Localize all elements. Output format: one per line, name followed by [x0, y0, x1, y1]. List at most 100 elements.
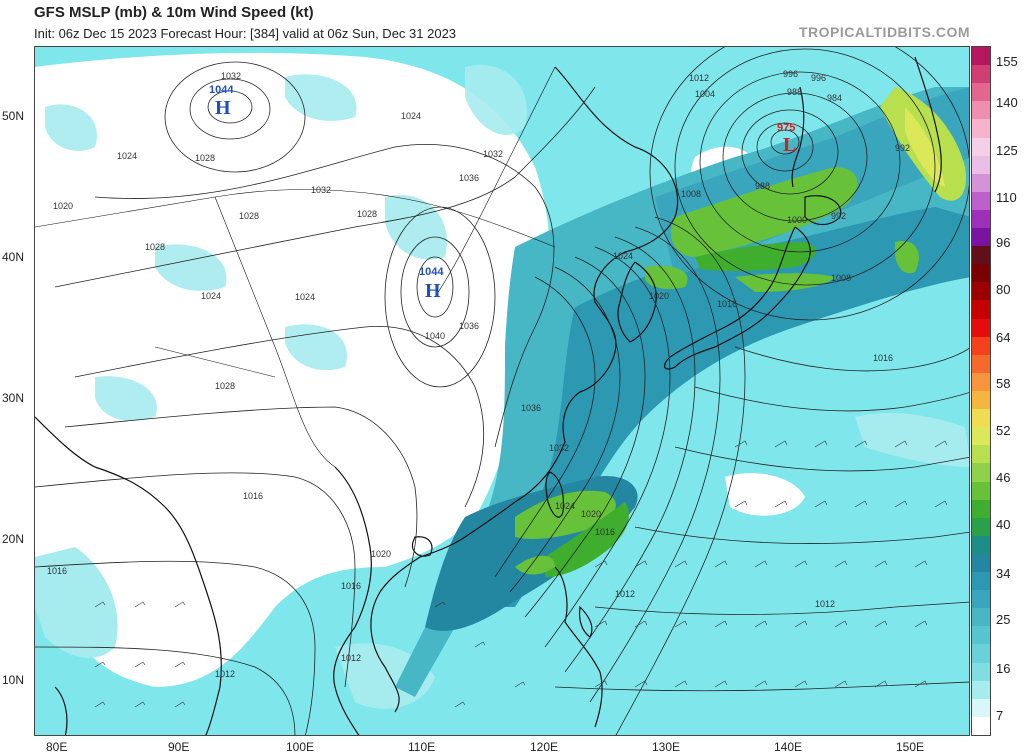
moderate-wind-patches: [45, 65, 527, 421]
isobar-label: 1008: [831, 273, 851, 283]
isobar-label: 1028: [145, 242, 165, 252]
pressure-center-china-high: 1044 H: [419, 266, 444, 302]
isobar-label: 1020: [649, 291, 669, 301]
colorbar-band: [972, 608, 990, 627]
wind-barbs: [94, 440, 948, 708]
colorbar-label: 40: [996, 517, 1011, 532]
map-canvas: 1032 1024 1028 1020 1024 1028 1032 1028 …: [35, 47, 969, 735]
colorbar-band: [972, 391, 990, 410]
isobar-label: 1012: [815, 599, 835, 609]
colorbar-label: 110: [996, 190, 1017, 205]
colorbar-band: [972, 83, 990, 102]
lat-label-20n: 20N: [2, 532, 25, 546]
isobar-label: 988: [787, 87, 802, 97]
lon-label-110e: 110E: [408, 740, 436, 754]
isobar-label: 1036: [459, 173, 479, 183]
isobar-label: 1016: [341, 581, 361, 591]
low-value: 975: [777, 122, 795, 134]
colorbar-band: [972, 137, 990, 157]
isobar-label: 1012: [615, 589, 635, 599]
colorbar-band: [972, 590, 990, 609]
wind-speed-colorbar: [971, 46, 991, 736]
colorbar-band: [972, 372, 990, 392]
colorbar-band: [972, 499, 990, 519]
lat-label-30n: 30N: [2, 391, 25, 405]
isobar-label: 996: [783, 69, 798, 79]
high-symbol: H: [425, 280, 441, 302]
lon-label-140e: 140E: [774, 740, 803, 754]
isobar-label: 1020: [53, 201, 73, 211]
colorbar-band: [972, 572, 990, 591]
brand-watermark: TROPICALTIDBITS.COM: [798, 24, 970, 40]
colorbar-band: [972, 445, 990, 464]
isobar-label: 1032: [311, 185, 331, 195]
weather-map[interactable]: 1032 1024 1028 1020 1024 1028 1032 1028 …: [34, 46, 970, 736]
lon-label-90e: 90E: [168, 740, 190, 754]
isobar-label: 1020: [371, 549, 391, 559]
colorbar-band: [972, 481, 990, 501]
colorbar-label: 155: [996, 54, 1018, 69]
colorbar-band: [972, 246, 990, 265]
pressure-center-mongolia-high: 1044 H: [209, 84, 234, 119]
isobars: [35, 47, 969, 735]
pressure-center-okhotsk-low: 975 L: [777, 122, 796, 156]
isobar-label: 1012: [341, 653, 361, 663]
colorbar-band: [972, 65, 990, 84]
high-value: 1044: [419, 266, 444, 278]
isobar-label: 1016: [243, 491, 263, 501]
isobar-label: 1032: [483, 149, 503, 159]
isobar-label: 1040: [425, 331, 445, 341]
lat-label-40n: 40N: [2, 250, 25, 264]
isobar-label: 1024: [201, 291, 221, 301]
isobar-label: 1036: [459, 321, 479, 331]
isobar-label: 1020: [581, 509, 601, 519]
isobar-label: 1012: [689, 73, 709, 83]
isobar-label: 1028: [195, 153, 215, 163]
colorbar-band: [972, 644, 990, 664]
isobar-label: 988: [755, 181, 770, 191]
lon-label-120e: 120E: [530, 740, 559, 754]
colorbar-band: [972, 698, 990, 718]
colorbar-band: [972, 228, 990, 247]
isobar-label: 1012: [215, 669, 235, 679]
isobar-label-group: 1032 1024 1028 1020 1024 1028 1032 1028 …: [47, 69, 910, 679]
colorbar-band: [972, 101, 990, 120]
high-value: 1044: [209, 84, 234, 96]
isobar-label: 1024: [295, 292, 315, 302]
colorbar-band: [972, 300, 990, 320]
colorbar-band: [972, 716, 990, 736]
isobar-label: 1004: [695, 89, 715, 99]
colorbar-label: 46: [996, 470, 1011, 485]
low-symbol: L: [783, 134, 796, 156]
isobar-label: 1028: [215, 381, 235, 391]
colorbar-band: [972, 336, 990, 356]
lat-label-50n: 50N: [2, 109, 25, 123]
isobar-label: 1016: [873, 353, 893, 363]
isobar-label: 1028: [239, 211, 259, 221]
isobar-label: 992: [831, 211, 846, 221]
colorbar-band: [972, 264, 990, 283]
colorbar-label: 52: [996, 423, 1011, 438]
coastlines: [35, 56, 942, 735]
lon-label-80e: 80E: [46, 740, 68, 754]
gale-wind-zones: [515, 87, 966, 577]
colorbar-band: [972, 354, 990, 374]
colorbar-band: [972, 318, 990, 338]
isobar-label: 1000: [787, 215, 807, 225]
colorbar-label: 58: [996, 376, 1011, 391]
colorbar-band: [972, 282, 990, 301]
colorbar-band: [972, 535, 990, 555]
colorbar-band: [972, 191, 990, 211]
colorbar-label: 34: [996, 566, 1011, 581]
colorbar-band: [972, 680, 990, 700]
colorbar-band: [972, 173, 990, 193]
isobar-label: 1024: [117, 151, 137, 161]
colorbar-label: 16: [996, 661, 1011, 676]
isobar-label: 1032: [549, 443, 569, 453]
lon-label-100e: 100E: [286, 740, 315, 754]
isobar-label: 1016: [47, 566, 67, 576]
isobar-label: 1016: [717, 299, 737, 309]
isobar-label: 1024: [401, 111, 421, 121]
colorbar-band: [972, 155, 990, 175]
lat-label-10n: 10N: [2, 673, 25, 687]
